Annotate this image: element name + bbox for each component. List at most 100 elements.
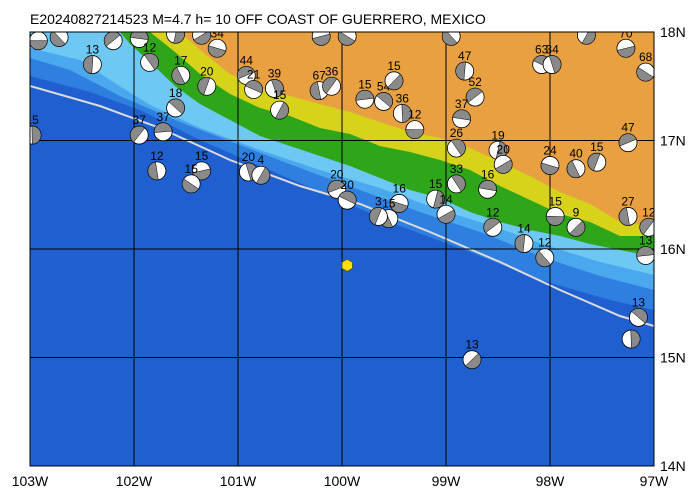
event-beachball: 15 xyxy=(181,162,201,194)
beachball-compressional-quadrant xyxy=(144,53,159,71)
lon-tick-label: 99W xyxy=(432,473,462,489)
event-beachball: 20 xyxy=(197,64,217,96)
event-beachball: 21 xyxy=(244,68,264,99)
event-beachball: 4 xyxy=(251,153,271,185)
event-depth-label: 15 xyxy=(358,77,372,91)
beachball-compressional-quadrant xyxy=(465,87,483,103)
event-depth-label: 13 xyxy=(639,234,653,248)
event-beachball: 44 xyxy=(236,53,256,85)
event-depth-label: 15 xyxy=(590,140,604,154)
event-beachball: 54 xyxy=(374,79,394,111)
event-depth-label: 15 xyxy=(382,197,396,211)
event-depth-label: 19 xyxy=(491,128,505,142)
event-depth-label: 9 xyxy=(573,205,580,219)
event-beachball: 19 xyxy=(488,128,508,160)
event-depth-label: 12 xyxy=(408,108,422,122)
event-beachball: 27 xyxy=(618,194,638,226)
event-beachball: 17 xyxy=(171,53,191,85)
event-depth-label: 13 xyxy=(86,43,100,57)
beachball-compressional-quadrant xyxy=(465,353,482,369)
beachball-compressional-quadrant xyxy=(355,90,375,101)
event-beachball: 15 xyxy=(355,77,375,109)
beachball-compressional-quadrant xyxy=(130,125,146,143)
plot-frame xyxy=(29,31,655,467)
event-depth-label: 12 xyxy=(143,40,157,54)
event-depth-label: 37 xyxy=(133,113,147,127)
event-depth-label: 20 xyxy=(341,178,355,192)
event-depth-label: 26 xyxy=(450,126,464,140)
event-beachball: 47 xyxy=(455,49,475,81)
beachball-compressional-quadrant xyxy=(636,66,654,82)
beachball-compressional-quadrant xyxy=(337,32,356,46)
event-beachball: 47 xyxy=(618,121,638,153)
epicenter-hexagon-icon xyxy=(341,258,353,272)
event-beachball: 40 xyxy=(566,147,586,179)
beachball-compressional-quadrant xyxy=(207,45,227,58)
event-depth-label: 52 xyxy=(468,75,482,89)
lat-tick-label: 16N xyxy=(660,241,686,257)
event-depth-label: 53 xyxy=(580,13,594,27)
event-beachball: 13 xyxy=(629,295,648,327)
event-depth-label: 12 xyxy=(642,205,656,219)
event-beachball: 15 xyxy=(384,59,404,91)
grid-lines xyxy=(30,32,654,466)
beachball-compressional-quadrant xyxy=(514,234,526,253)
beachball-compressional-quadrant xyxy=(618,133,637,147)
event-depth-label: 36 xyxy=(325,64,339,78)
beachball-compressional-quadrant xyxy=(275,101,289,120)
event-beachball: 9 xyxy=(566,205,586,237)
beachball-compressional-quadrant xyxy=(540,162,559,175)
event-beachball: 23 xyxy=(30,32,48,51)
event-depth-label: 14 xyxy=(439,192,453,206)
event-beachball: 15 xyxy=(270,88,290,120)
beachball-compressional-quadrant xyxy=(405,129,425,139)
event-depth-label: 20 xyxy=(200,64,214,78)
event-beachball: 18 xyxy=(166,86,186,118)
beachball-compressional-quadrant xyxy=(376,92,393,108)
beachball-compressional-quadrant xyxy=(130,32,149,41)
beachball-compressional-quadrant xyxy=(478,180,497,192)
event-depth-label: 18 xyxy=(169,86,183,100)
event-depth-label: 16 xyxy=(481,167,495,181)
event-beachball: 12 xyxy=(535,236,555,268)
event-beachball: 13 xyxy=(636,234,654,265)
beachball-compressional-quadrant xyxy=(387,73,404,91)
event-beachball: 15 xyxy=(192,32,211,45)
beachball-compressional-quadrant xyxy=(338,191,357,205)
event-beachball: 37 xyxy=(153,110,173,142)
beachball-compressional-quadrant xyxy=(639,218,654,235)
event-depth-label: 15 xyxy=(429,177,443,191)
event-beachball: 13 xyxy=(83,43,102,74)
beachball-compressional-quadrant xyxy=(630,329,641,349)
event-beachball: 50 xyxy=(166,32,185,44)
event-depth-label: 17 xyxy=(174,53,188,67)
event-beachball: 12 xyxy=(147,149,167,181)
map-title: E20240827214523 M=4.7 h= 10 OFF COAST OF… xyxy=(30,11,486,27)
event-depth-label: 34 xyxy=(211,26,225,40)
event-depth-label: 37 xyxy=(455,97,469,111)
event-depth-label: 39 xyxy=(268,66,282,80)
event-depth-label: 40 xyxy=(569,147,583,161)
event-depth-label: 27 xyxy=(621,194,635,208)
event-depth-label: 15 xyxy=(387,59,401,73)
event-depth-label: 15 xyxy=(273,88,287,102)
event-depth-label: 44 xyxy=(240,53,254,67)
beachball-compressional-quadrant xyxy=(618,207,630,226)
lon-tick-label: 98W xyxy=(536,473,566,489)
event-beachball: 32 xyxy=(49,32,69,47)
event-depth-label: 70 xyxy=(619,26,633,40)
beachball-compressional-quadrant xyxy=(173,32,185,44)
event-beachball: 53 xyxy=(337,32,357,46)
event-depth-label: 36 xyxy=(396,91,410,105)
event-depth-label: 13 xyxy=(632,295,646,309)
beachball-compressional-quadrant xyxy=(545,215,565,226)
event-depth-label: 20 xyxy=(497,142,511,156)
beachball-compressional-quadrant xyxy=(569,220,586,237)
event-depth-label: 20 xyxy=(242,150,256,164)
event-depth-label: 16 xyxy=(393,181,407,195)
event-beachball: 37 xyxy=(129,113,149,145)
beachball-compressional-quadrant xyxy=(181,178,200,194)
beachball-compressional-quadrant xyxy=(245,80,263,94)
